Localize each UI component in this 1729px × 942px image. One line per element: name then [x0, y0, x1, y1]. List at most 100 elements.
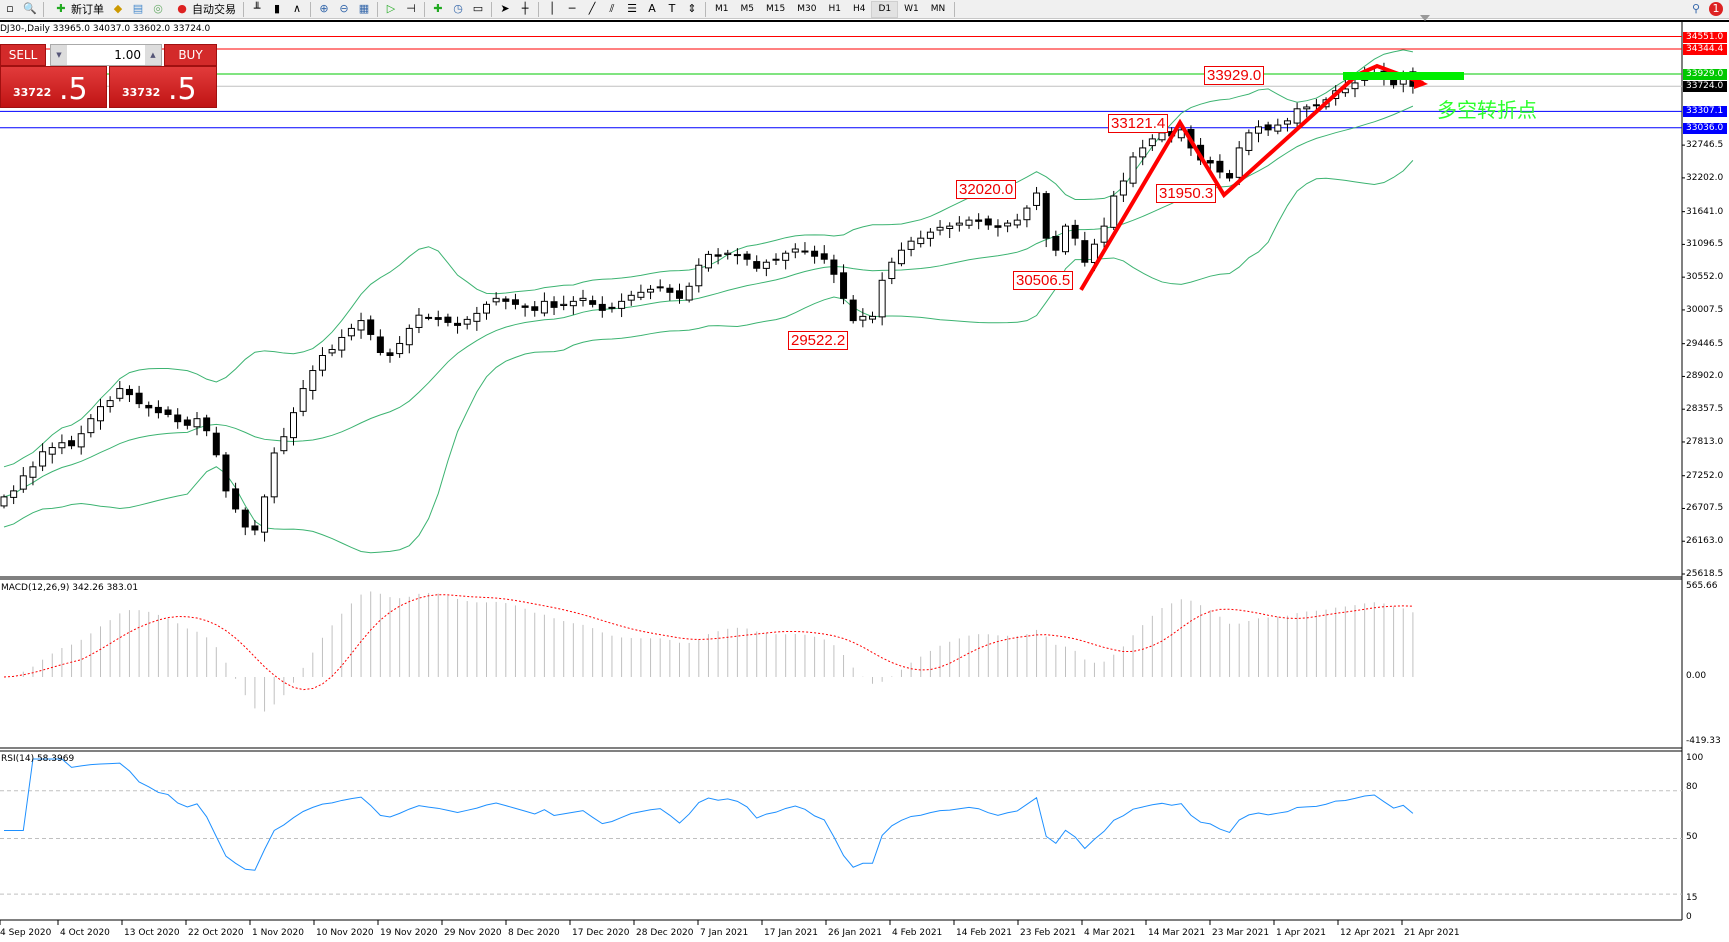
y-tick-label: 31641.0 [1686, 206, 1724, 217]
sell-price-button[interactable]: 33722 .5 [0, 66, 107, 108]
timeframe-mn[interactable]: MN [930, 4, 946, 14]
candle-body [521, 305, 529, 308]
price-level-tag: 33724.0 [1683, 81, 1727, 93]
candle-body [1312, 104, 1320, 107]
fibonacci-icon[interactable]: ☰ [627, 2, 637, 15]
candle-body [58, 442, 66, 449]
candle-body [743, 253, 751, 260]
annotation-29522[interactable]: 29522.2 [788, 331, 849, 350]
annotation-33929[interactable]: 33929.0 [1204, 66, 1265, 85]
y-tick-label: 26707.5 [1686, 503, 1724, 514]
candle-body [39, 451, 47, 467]
zoom-in-icon[interactable]: ⊕ [319, 2, 329, 15]
zoom-view-icon[interactable]: 🔍 [23, 2, 37, 15]
y-tick-label: 27813.0 [1686, 436, 1724, 447]
cursor-icon[interactable]: ➤ [500, 2, 510, 15]
timeframe-m1[interactable]: M1 [715, 4, 729, 14]
candle-body [897, 249, 905, 265]
vertical-line-icon[interactable]: │ [548, 2, 556, 15]
text-icon[interactable]: A [648, 2, 656, 15]
candle-body [251, 525, 259, 531]
annotation-30506[interactable]: 30506.5 [1013, 271, 1074, 290]
timeframe-h1[interactable]: H1 [828, 4, 841, 14]
one-click-trading-panel: SELL ▼ 1.00 ▲ BUY 33722 .5 33732 .5 [0, 44, 217, 108]
templates-icon[interactable]: ▭ [472, 2, 484, 15]
equidistant-channel-icon[interactable]: ⫽ [609, 2, 615, 15]
periods-icon[interactable]: ◷ [453, 2, 463, 15]
timeframe-m5[interactable]: M5 [740, 4, 755, 14]
candle-body [830, 259, 838, 275]
y-tick-label: 32202.0 [1686, 172, 1724, 183]
horizontal-line-icon[interactable]: ─ [568, 2, 576, 15]
candle-body [685, 285, 693, 301]
lot-value[interactable]: 1.00 [114, 48, 141, 62]
timeframe-m15[interactable]: M15 [766, 4, 786, 14]
trendline-icon[interactable]: ╱ [588, 2, 596, 15]
x-tick-label: 29 Nov 2020 [444, 928, 502, 938]
arrows-icon[interactable]: ⇕ [687, 2, 697, 15]
line-chart-icon[interactable]: ∧ [292, 2, 302, 15]
timeframe-w1[interactable]: W1 [904, 4, 919, 14]
candle-body [463, 318, 471, 325]
search-icon[interactable]: ⚲ [1691, 2, 1701, 15]
sell-button[interactable]: SELL [0, 44, 46, 66]
candle-body [357, 320, 365, 331]
candle-body [483, 303, 490, 314]
candlestick-icon[interactable]: ▮ [273, 2, 281, 15]
candle-body [10, 490, 18, 498]
candle-body [1052, 235, 1060, 251]
new-order-button[interactable]: ✚ 新订单 [47, 1, 108, 18]
separator [424, 1, 425, 17]
turning-point-label[interactable]: 多空转折点 [1437, 98, 1537, 122]
indicators-icon[interactable]: ✚ [433, 2, 443, 15]
bar-chart-icon[interactable]: ╨ [253, 2, 261, 15]
candle-body [907, 240, 915, 250]
candle-body [309, 370, 317, 391]
tile-windows-icon[interactable]: ▦ [358, 2, 370, 15]
x-tick-label: 28 Dec 2020 [636, 928, 694, 938]
chart-shift-icon[interactable]: ⊣ [406, 2, 416, 15]
zoom-out-icon[interactable]: ⊖ [339, 2, 349, 15]
chart-window[interactable] [0, 20, 1729, 942]
candle-body [454, 322, 462, 326]
candle-body [733, 254, 741, 257]
timeframe-m30[interactable]: M30 [797, 4, 817, 14]
timeframe-h4[interactable]: H4 [852, 4, 866, 14]
auto-trading-button[interactable]: ● 自动交易 [168, 1, 240, 18]
y-tick-label: 32746.5 [1686, 140, 1724, 151]
notification-badge[interactable]: 1 [1709, 2, 1723, 16]
candle-body [1264, 124, 1272, 131]
x-tick-label: 17 Dec 2020 [572, 928, 630, 938]
text-label-icon[interactable]: T [668, 2, 676, 15]
candle-body [637, 291, 645, 298]
buy-button[interactable]: BUY [164, 44, 217, 66]
window-icon[interactable]: ▫ [6, 2, 14, 15]
metaeditor-icon[interactable]: ◆ [113, 2, 123, 15]
candle-body [618, 300, 626, 309]
buy-price-button[interactable]: 33732 .5 [109, 66, 217, 108]
zigzag-line [1079, 63, 1424, 291]
crosshair-icon[interactable]: ┼ [521, 2, 529, 15]
lot-decrease-icon[interactable]: ▼ [51, 45, 67, 65]
candle-body [154, 406, 162, 414]
candle-body [434, 317, 442, 320]
y-tick-label: 30552.0 [1686, 272, 1724, 283]
annotation-32020[interactable]: 32020.0 [956, 180, 1017, 199]
annotation-33121[interactable]: 33121.4 [1108, 114, 1169, 133]
rsi-tick: 100 [1686, 753, 1704, 763]
lot-size-input[interactable]: ▼ 1.00 ▲ [50, 44, 162, 66]
candle-body [579, 297, 587, 301]
autoscroll-icon[interactable]: ▷ [386, 2, 396, 15]
candle-body [1235, 147, 1243, 178]
candle-body [1081, 240, 1089, 263]
timeframe-d1[interactable]: D1 [871, 0, 899, 18]
signals-icon[interactable]: ◎ [153, 2, 163, 15]
y-tick-label: 29446.5 [1686, 338, 1724, 349]
candle-body [598, 303, 606, 311]
lot-increase-icon[interactable]: ▲ [145, 45, 161, 65]
annotation-31950[interactable]: 31950.3 [1156, 184, 1217, 203]
candle-body [405, 327, 413, 346]
macd-label: MACD(12,26,9) 342.26 383.01 [1, 583, 139, 593]
market-watch-icon[interactable]: ▤ [132, 2, 144, 15]
